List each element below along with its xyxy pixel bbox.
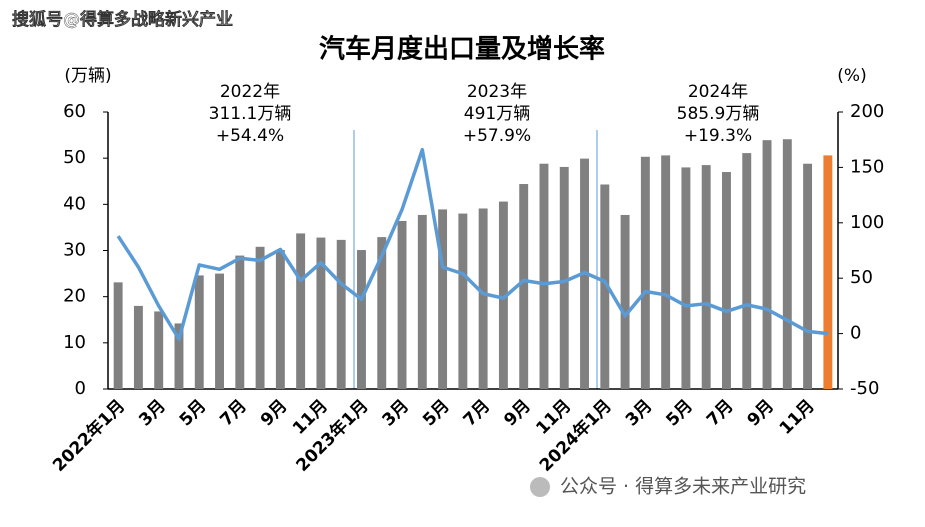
watermark-top: 搜狐号@得算多战略新兴产业: [12, 9, 233, 30]
annotation-year: 2024年: [688, 82, 748, 102]
bar: [681, 167, 691, 389]
y2-axis-label: (%): [837, 66, 866, 86]
y-tick-label: 10: [63, 332, 86, 353]
bar: [742, 153, 752, 389]
annotation-growth: +19.3%: [684, 126, 752, 146]
bar: [113, 282, 123, 389]
annotation-volume: 491万辆: [464, 104, 530, 124]
bar: [701, 165, 711, 389]
y2-tick-label: 200: [850, 101, 884, 122]
bar: [215, 273, 224, 389]
y2-tick-label: -50: [850, 378, 879, 399]
bar: [194, 275, 204, 389]
bar: [458, 213, 468, 389]
chart-title: 汽车月度出口量及增长率: [319, 34, 605, 65]
bar: [519, 184, 529, 389]
y-tick-label: 20: [63, 286, 86, 307]
bar: [823, 155, 833, 389]
bar: [397, 220, 407, 389]
annotation-volume: 585.9万辆: [677, 104, 760, 124]
bar: [620, 214, 630, 389]
bar: [539, 163, 549, 389]
bar: [133, 305, 143, 389]
annotation-volume: 311.1万辆: [209, 104, 292, 124]
y2-tick-label: 50: [850, 267, 873, 288]
bar: [336, 239, 346, 389]
bar: [498, 201, 508, 389]
bar: [296, 233, 306, 389]
y-tick-label: 40: [63, 193, 86, 214]
bar: [174, 323, 184, 389]
bar: [782, 139, 792, 389]
bar: [803, 163, 813, 389]
y-tick-label: 50: [63, 147, 86, 168]
annotation-growth: +54.4%: [216, 126, 284, 146]
annotation-year: 2023年: [467, 82, 527, 102]
bar: [722, 172, 731, 389]
bar: [762, 140, 772, 389]
bar: [600, 184, 610, 389]
y-tick-label: 30: [63, 240, 86, 261]
y2-tick-label: 150: [850, 156, 884, 177]
bar: [559, 166, 569, 389]
bar: [357, 250, 366, 389]
bar: [316, 237, 326, 389]
bar: [154, 311, 164, 389]
wechat-icon: [530, 477, 550, 497]
bar: [275, 250, 285, 389]
bar: [255, 246, 265, 389]
bar: [377, 237, 387, 389]
y-axis-label: (万辆): [64, 66, 111, 86]
watermark-bottom: 公众号 · 得算多未来产业研究: [560, 476, 806, 498]
annotation-year: 2022年: [220, 82, 280, 102]
bar: [235, 255, 245, 389]
y-tick-label: 0: [75, 378, 86, 399]
bar: [417, 214, 427, 389]
y2-tick-label: 0: [850, 323, 861, 344]
bar: [661, 155, 671, 389]
line: [116, 147, 829, 341]
bar: [478, 208, 488, 389]
bar: [438, 209, 448, 389]
annotation-growth: +57.9%: [463, 126, 531, 146]
y-tick-label: 60: [63, 101, 86, 122]
y2-tick-label: 100: [850, 212, 884, 233]
bar: [640, 156, 650, 389]
